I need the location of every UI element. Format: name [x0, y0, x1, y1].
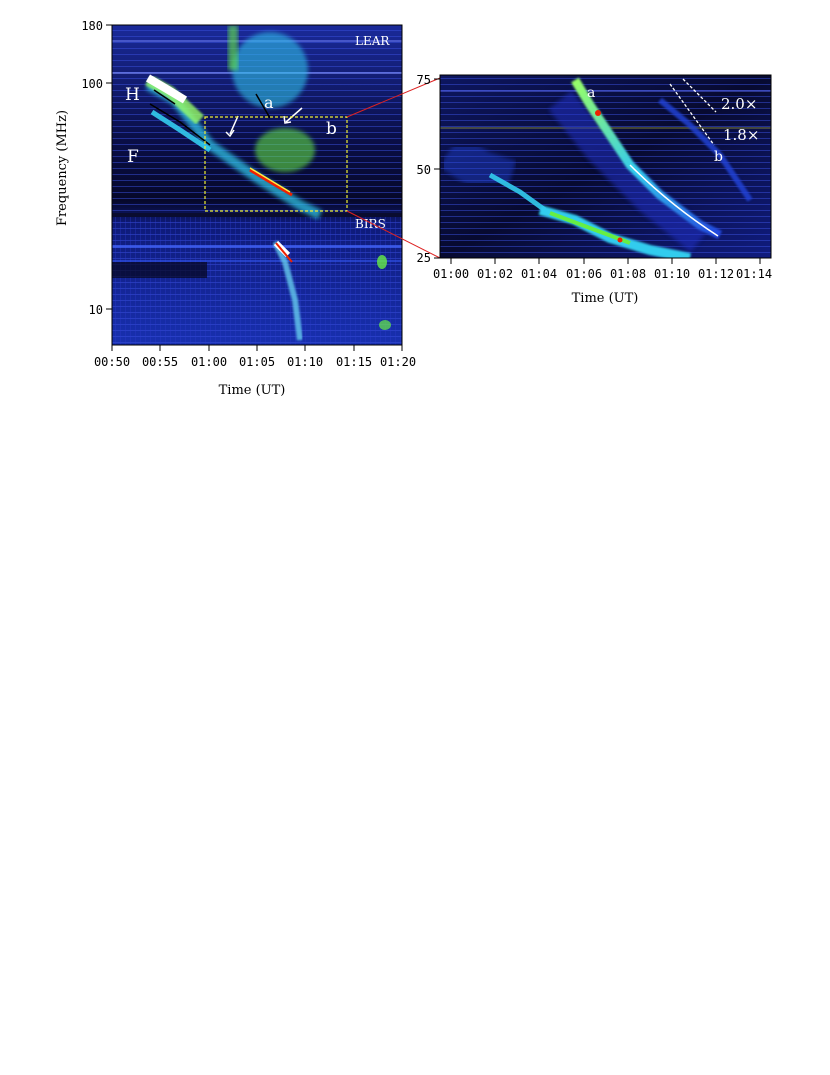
- left-x-axis: 00:50 00:55 01:00 01:05 01:10 01:15 01:2…: [94, 345, 416, 398]
- right-y-tick-1: 50: [417, 163, 431, 177]
- right-y-tick-0: 75: [417, 73, 431, 87]
- left-x-tick-1: 00:55: [142, 355, 178, 369]
- right-x-axis-title: Time (UT): [572, 291, 639, 306]
- left-y-tick-1: 100: [81, 77, 103, 91]
- left-y-axis: 180 100 10 Frequency (MHz): [55, 19, 112, 317]
- left-x-tick-3: 01:05: [239, 355, 275, 369]
- right-x-tick-6: 01:12: [698, 267, 734, 281]
- right-spectrogram: [439, 74, 772, 259]
- right-plot-frame: [439, 74, 772, 259]
- label-a-left: a: [264, 93, 274, 112]
- right-x-tick-7: 01:14: [736, 267, 772, 281]
- left-spectrogram: [111, 24, 403, 346]
- left-x-tick-0: 00:50: [94, 355, 130, 369]
- zoom-box: [204, 116, 348, 212]
- right-plot-texture: [440, 75, 771, 258]
- label-birs: BIRS: [355, 217, 386, 231]
- label-b-left: b: [326, 119, 337, 139]
- right-x-tick-3: 01:06: [566, 267, 602, 281]
- left-x-tick-5: 01:15: [336, 355, 372, 369]
- label-a-right: a: [587, 85, 595, 101]
- left-x-tick-6: 01:20: [380, 355, 416, 369]
- left-x-axis-title: Time (UT): [219, 383, 286, 398]
- right-y-tick-2: 25: [417, 251, 431, 265]
- right-x-tick-0: 01:00: [433, 267, 469, 281]
- right-x-tick-4: 01:08: [610, 267, 646, 281]
- label-18x: 1.8×: [723, 126, 759, 144]
- left-y-tick-0: 180: [81, 19, 103, 33]
- label-f: F: [127, 147, 139, 167]
- left-x-tick-2: 01:00: [191, 355, 227, 369]
- right-x-tick-5: 01:10: [654, 267, 690, 281]
- zoom-connector-top: [346, 77, 441, 118]
- left-x-tick-4: 01:10: [287, 355, 323, 369]
- left-plot-texture: [112, 25, 402, 345]
- right-x-axis: 01:00 01:02 01:04 01:06 01:08 01:10 01:1…: [433, 258, 772, 306]
- label-b-right: b: [714, 149, 723, 165]
- right-x-tick-2: 01:04: [521, 267, 557, 281]
- left-y-axis-title: Frequency (MHz): [55, 110, 70, 226]
- label-2x: 2.0×: [721, 95, 757, 113]
- right-x-tick-1: 01:02: [477, 267, 513, 281]
- label-lear: LEAR: [355, 34, 390, 48]
- zoom-connector-bottom: [346, 210, 441, 259]
- label-h: H: [125, 85, 140, 105]
- right-y-axis: 75 50 25: [417, 73, 440, 265]
- left-y-tick-2: 10: [89, 303, 103, 317]
